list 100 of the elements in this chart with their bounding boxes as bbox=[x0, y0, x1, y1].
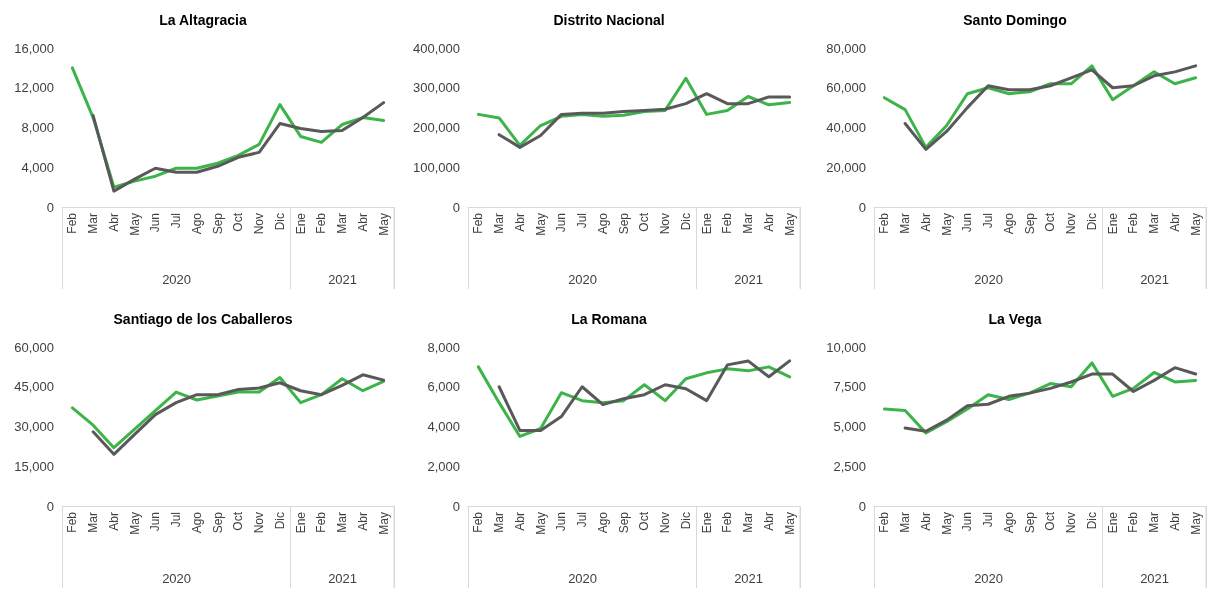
x-tick-label: Sep bbox=[210, 212, 225, 235]
y-tick-label: 8,000 bbox=[427, 339, 460, 355]
x-tick-label: Feb bbox=[720, 212, 735, 234]
x-tick-label: May bbox=[1188, 512, 1203, 535]
x-tick-label: Ago bbox=[595, 511, 610, 534]
x-tick-label: Nov bbox=[252, 512, 267, 534]
x-tick-label: Dic bbox=[1084, 512, 1099, 530]
y-tick-label: 30,000 bbox=[14, 419, 54, 434]
text: 2021 bbox=[734, 272, 764, 287]
y-tick-label: 4,000 bbox=[427, 419, 460, 434]
x-tick-label: Ene bbox=[699, 511, 714, 534]
line-series bbox=[91, 373, 386, 456]
x-tick-label: Abr bbox=[1167, 512, 1182, 531]
y-tick-label: 20,000 bbox=[826, 159, 866, 175]
y-tick-label: 300,000 bbox=[413, 80, 460, 96]
x-tick-label: Feb bbox=[471, 212, 486, 234]
x-tick-label: Sep bbox=[1022, 212, 1037, 235]
x-tick-label: Sep bbox=[210, 511, 225, 534]
x-tick-label: Jun bbox=[960, 213, 975, 233]
text: 2020 bbox=[974, 571, 1004, 586]
text: 2021 bbox=[328, 571, 358, 586]
x-tick-label: Nov bbox=[658, 213, 673, 235]
x-tick-label: Abr bbox=[355, 213, 370, 232]
y-tick-label: 8,000 bbox=[21, 120, 54, 135]
x-tick-label: Mar bbox=[335, 213, 350, 234]
x-tick-label: Dic bbox=[1084, 213, 1099, 231]
x-tick-label: Sep bbox=[1022, 511, 1037, 534]
x-tick-label: Feb bbox=[65, 212, 80, 234]
text: 2020 bbox=[162, 272, 192, 287]
y-tick-label: 0 bbox=[858, 498, 866, 514]
x-tick-label: May bbox=[939, 213, 954, 236]
x-tick-label: May bbox=[1188, 213, 1203, 236]
line-series bbox=[497, 92, 792, 149]
x-tick-label: Jun bbox=[554, 512, 569, 532]
y-tick-label: 0 bbox=[46, 199, 54, 215]
chart-title: La Altagracia bbox=[159, 12, 247, 28]
y-tick-label: 200,000 bbox=[413, 120, 460, 135]
x-tick-label: Feb bbox=[65, 511, 80, 533]
x-tick-label: Jun bbox=[554, 213, 569, 233]
x-tick-label: Sep bbox=[616, 511, 631, 534]
y-tick-label: 40,000 bbox=[826, 120, 866, 135]
x-tick-label: May bbox=[376, 213, 391, 236]
x-tick-label: Ene bbox=[1105, 212, 1120, 235]
y-tick-label: 12,000 bbox=[14, 80, 54, 96]
x-tick-label: Ago bbox=[1001, 212, 1016, 235]
x-tick-label: Nov bbox=[658, 512, 673, 534]
x-tick-label: Feb bbox=[1126, 511, 1141, 533]
x-tick-label: May bbox=[939, 512, 954, 535]
x-tick-label: Feb bbox=[314, 212, 329, 234]
x-tick-label: Jul bbox=[169, 213, 184, 229]
x-tick-label: Feb bbox=[877, 511, 892, 533]
x-tick-label: Feb bbox=[720, 511, 735, 533]
x-tick-label: Nov bbox=[1064, 512, 1079, 534]
y-tick-label: 0 bbox=[452, 498, 460, 514]
x-tick-label: May bbox=[533, 512, 548, 535]
x-tick-label: Nov bbox=[1064, 213, 1079, 235]
x-tick-label: Ene bbox=[293, 212, 308, 235]
x-tick-label: Sep bbox=[616, 212, 631, 235]
text: 2020 bbox=[974, 272, 1004, 287]
x-tick-label: Mar bbox=[898, 512, 913, 533]
x-tick-label: Mar bbox=[86, 512, 101, 533]
y-tick-label: 0 bbox=[452, 199, 460, 215]
y-tick-label: 2,000 bbox=[427, 458, 460, 474]
y-tick-label: 45,000 bbox=[14, 379, 54, 395]
x-tick-label: Oct bbox=[1043, 511, 1058, 531]
x-tick-label: Abr bbox=[512, 512, 527, 531]
x-tick-label: Mar bbox=[1147, 512, 1162, 533]
chart-title: La Vega bbox=[988, 311, 1042, 327]
x-tick-label: Feb bbox=[1126, 212, 1141, 234]
x-tick-label: Abr bbox=[355, 512, 370, 531]
x-tick-label: May bbox=[782, 213, 797, 236]
x-tick-label: Jul bbox=[981, 213, 996, 229]
x-tick-label: Ene bbox=[293, 511, 308, 534]
y-tick-label: 6,000 bbox=[427, 379, 460, 395]
x-tick-label: Abr bbox=[106, 512, 121, 531]
text: 2020 bbox=[162, 571, 192, 586]
y-tick-label: 7,500 bbox=[833, 379, 866, 395]
y-tick-label: 100,000 bbox=[413, 159, 460, 175]
x-tick-label: Dic bbox=[272, 512, 287, 530]
text: 2021 bbox=[328, 272, 358, 287]
line-series bbox=[91, 101, 386, 193]
x-tick-label: Jul bbox=[575, 213, 590, 229]
x-tick-label: Abr bbox=[918, 512, 933, 531]
x-tick-label: Abr bbox=[512, 213, 527, 232]
x-tick-label: Mar bbox=[741, 512, 756, 533]
x-tick-label: Dic bbox=[678, 512, 693, 530]
x-tick-label: Mar bbox=[492, 213, 507, 234]
y-tick-label: 16,000 bbox=[14, 40, 54, 56]
x-tick-label: Feb bbox=[314, 511, 329, 533]
y-tick-label: 60,000 bbox=[826, 80, 866, 96]
y-tick-label: 0 bbox=[46, 498, 54, 514]
x-tick-label: Ago bbox=[595, 212, 610, 235]
y-tick-label: 80,000 bbox=[826, 40, 866, 56]
x-tick-label: Mar bbox=[1147, 213, 1162, 234]
x-tick-label: Mar bbox=[898, 213, 913, 234]
x-tick-label: Ago bbox=[189, 511, 204, 534]
x-tick-label: Mar bbox=[86, 213, 101, 234]
y-tick-label: 4,000 bbox=[21, 159, 54, 175]
text: 2021 bbox=[734, 571, 764, 586]
x-tick-label: Jul bbox=[981, 512, 996, 528]
